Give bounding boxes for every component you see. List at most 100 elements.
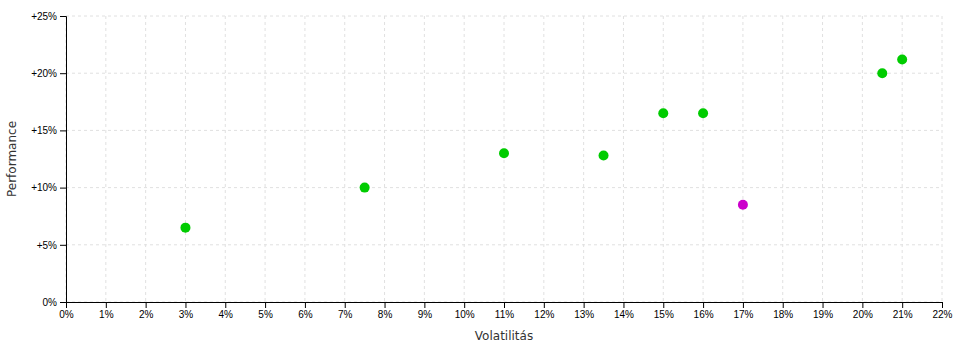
x-axis-title: Volatilitás [475,329,533,343]
y-tick: +10% [31,182,66,193]
x-tick: 10% [455,302,475,320]
grid-line-y [66,187,942,188]
x-tick-mark [663,302,664,308]
point [738,200,748,210]
y-tick-label: +10% [31,182,57,193]
x-tick-mark [385,302,386,308]
point [599,151,609,161]
y-tick: +25% [31,11,66,22]
y-tick: +20% [31,68,66,79]
x-tick-mark [544,302,545,308]
y-tick: 0% [43,297,66,308]
x-axis: 0% 1% 2% 3% 4% 5% 6% 7% 8% 9% 10% 11% 12% 13% 14% 15% 16… [59,302,952,320]
y-tick-mark [60,16,66,17]
grid-line-x [822,16,823,302]
x-tick-mark [185,302,186,308]
x-tick: 21% [893,302,913,320]
x-tick-mark [146,302,147,308]
x-tick-mark [225,302,226,308]
x-tick-label: 4% [219,309,234,320]
x-tick: 7% [338,302,353,320]
chart-container: 0% 1% 2% 3% 4% 5% 6% 7% 8% 9% 10% 11% 12% 13% 14% 15% 16… [0,0,966,350]
x-tick-mark [743,302,744,308]
x-tick-label: 5% [258,309,273,320]
x-tick: 18% [773,302,793,320]
x-tick: 0% [59,302,74,320]
grid-line-y [66,244,942,245]
x-tick-mark [345,302,346,308]
x-tick: 15% [654,302,674,320]
x-tick: 20% [853,302,873,320]
grid-line-x [265,16,266,302]
x-tick-label: 1% [99,309,114,320]
x-tick: 5% [258,302,273,320]
grid-line-x [225,16,226,302]
x-tick: 12% [534,302,554,320]
x-tick: 17% [733,302,753,320]
x-tick: 22% [932,302,952,320]
x-tick-label: 18% [773,309,793,320]
y-tick-label: +20% [31,68,57,79]
grid-line-y [66,73,942,74]
x-tick-mark [584,302,585,308]
series [180,54,907,232]
y-tick-label: +25% [31,11,57,22]
x-tick: 14% [614,302,634,320]
x-tick: 8% [378,302,393,320]
x-tick-label: 21% [893,309,913,320]
x-tick-label: 9% [418,309,433,320]
grid-line-x [384,16,385,302]
grid-line-y [66,130,942,131]
x-tick-label: 20% [853,309,873,320]
x-tick-mark [862,302,863,308]
x-tick: 6% [298,302,313,320]
y-axis: 0%+5%+10%+15%+20%+25% [31,11,66,308]
x-tick-label: 0% [59,309,74,320]
x-tick-label: 16% [694,309,714,320]
grid-line-x [464,16,465,302]
grid-line-x [742,16,743,302]
point [698,108,708,118]
x-tick-label: 15% [654,309,674,320]
x-tick-mark [464,302,465,308]
grid-line-x [145,16,146,302]
x-tick-mark [265,302,266,308]
x-tick-label: 2% [139,309,154,320]
grid-line-x [782,16,783,302]
x-tick: 19% [813,302,833,320]
x-tick: 16% [694,302,714,320]
x-tick-label: 6% [298,309,313,320]
x-tick-label: 12% [534,309,554,320]
x-tick: 11% [495,302,514,320]
x-tick-mark [424,302,425,308]
grid-line-x [583,16,584,302]
chart-svg: 0% 1% 2% 3% 4% 5% 6% 7% 8% 9% 10% 11% 12% 13% 14% 15% 16… [0,0,966,350]
x-tick-label: 14% [614,309,634,320]
grid-line-x [663,16,664,302]
x-tick-mark [106,302,107,308]
y-tick-mark [60,302,66,303]
grid-line-x [623,16,624,302]
point [499,148,509,158]
x-tick-mark [504,302,505,308]
x-tick-label: 22% [932,309,952,320]
x-tick-mark [823,302,824,308]
grid-line-y [66,16,942,17]
x-tick-mark [783,302,784,308]
x-tick-label: 11% [495,309,514,320]
x-tick-label: 10% [455,309,475,320]
x-tick-label: 13% [574,309,594,320]
x-tick-label: 19% [813,309,833,320]
point [877,68,887,78]
x-tick-label: 7% [338,309,353,320]
series [738,200,748,210]
x-tick: 9% [418,302,433,320]
grid-line-x [304,16,305,302]
y-tick-label: 0% [43,297,58,308]
grid-line-x [344,16,345,302]
y-tick-mark [60,73,66,74]
x-tick: 3% [179,302,194,320]
grid [66,16,942,302]
point [658,108,668,118]
point [897,54,907,64]
